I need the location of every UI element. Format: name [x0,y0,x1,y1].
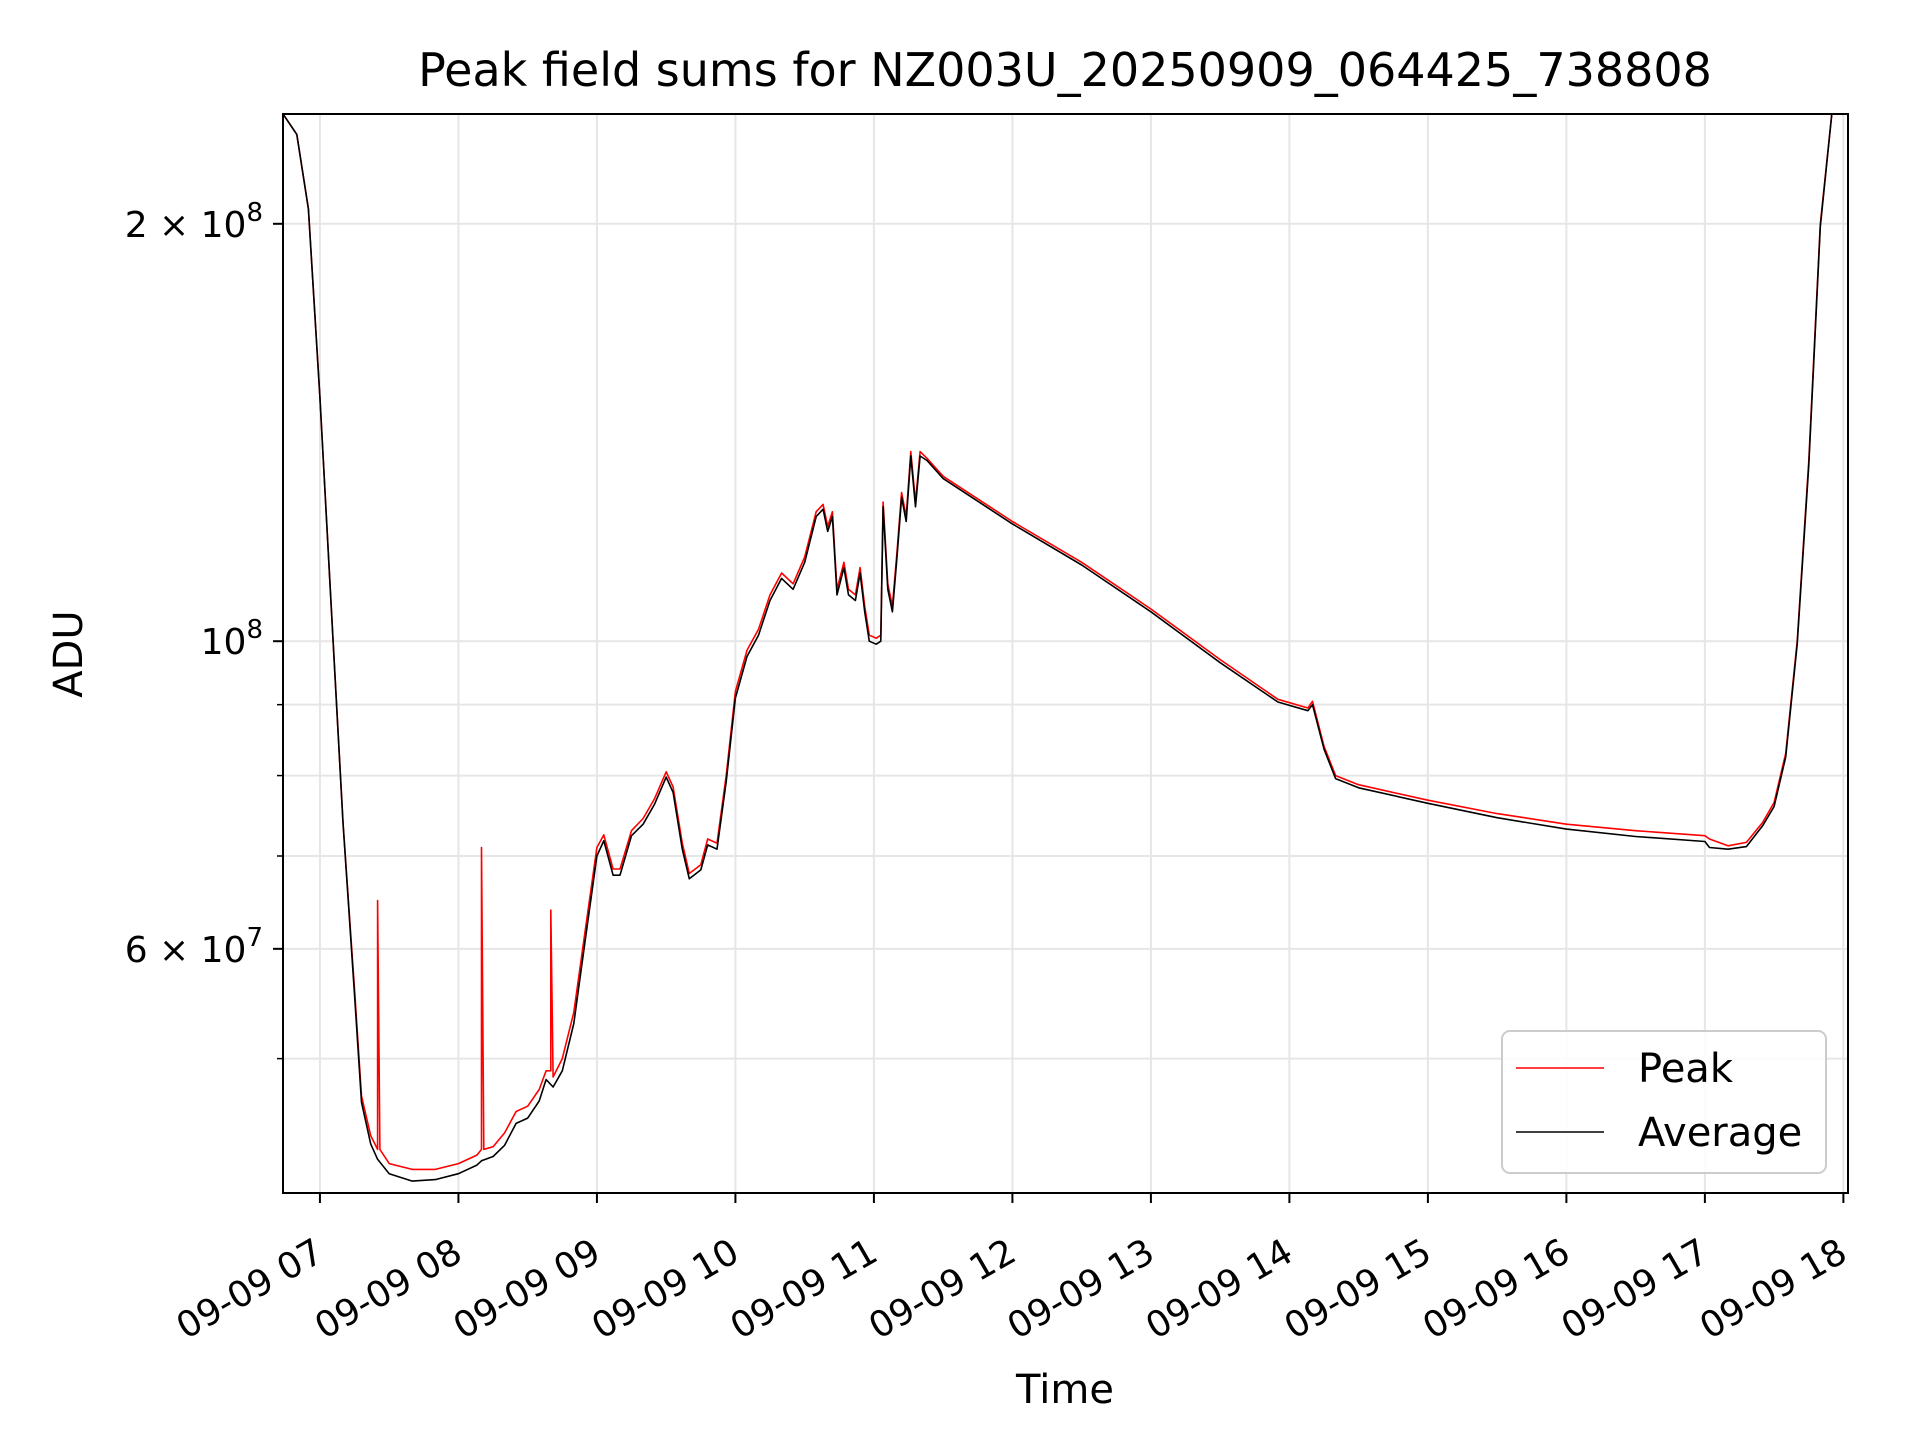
plot-frame [282,113,1849,1194]
x-axis-label: Time [1015,1367,1114,1413]
grid-lines [283,114,1848,1193]
y-tick-label: 6 × 107 [125,923,263,971]
legend-box [1501,1030,1827,1174]
series-line-average [283,114,1848,1182]
y-axis-ticks: 2 × 108 108 6 × 107 [125,198,283,1060]
chart-title: Peak field sums for NZ003U_20250909_0644… [418,43,1712,97]
series-line-peak [283,114,1848,1171]
y-axis-label: ADU [46,610,92,697]
series-layer [283,114,1848,1182]
y-tick-label: 2 × 108 [125,198,263,246]
legend-label-peak: Peak [1638,1046,1734,1092]
y-tick-label: 108 [201,615,263,663]
legend-label-average: Average [1638,1110,1802,1156]
legend: Peak Average [1501,1030,1827,1174]
